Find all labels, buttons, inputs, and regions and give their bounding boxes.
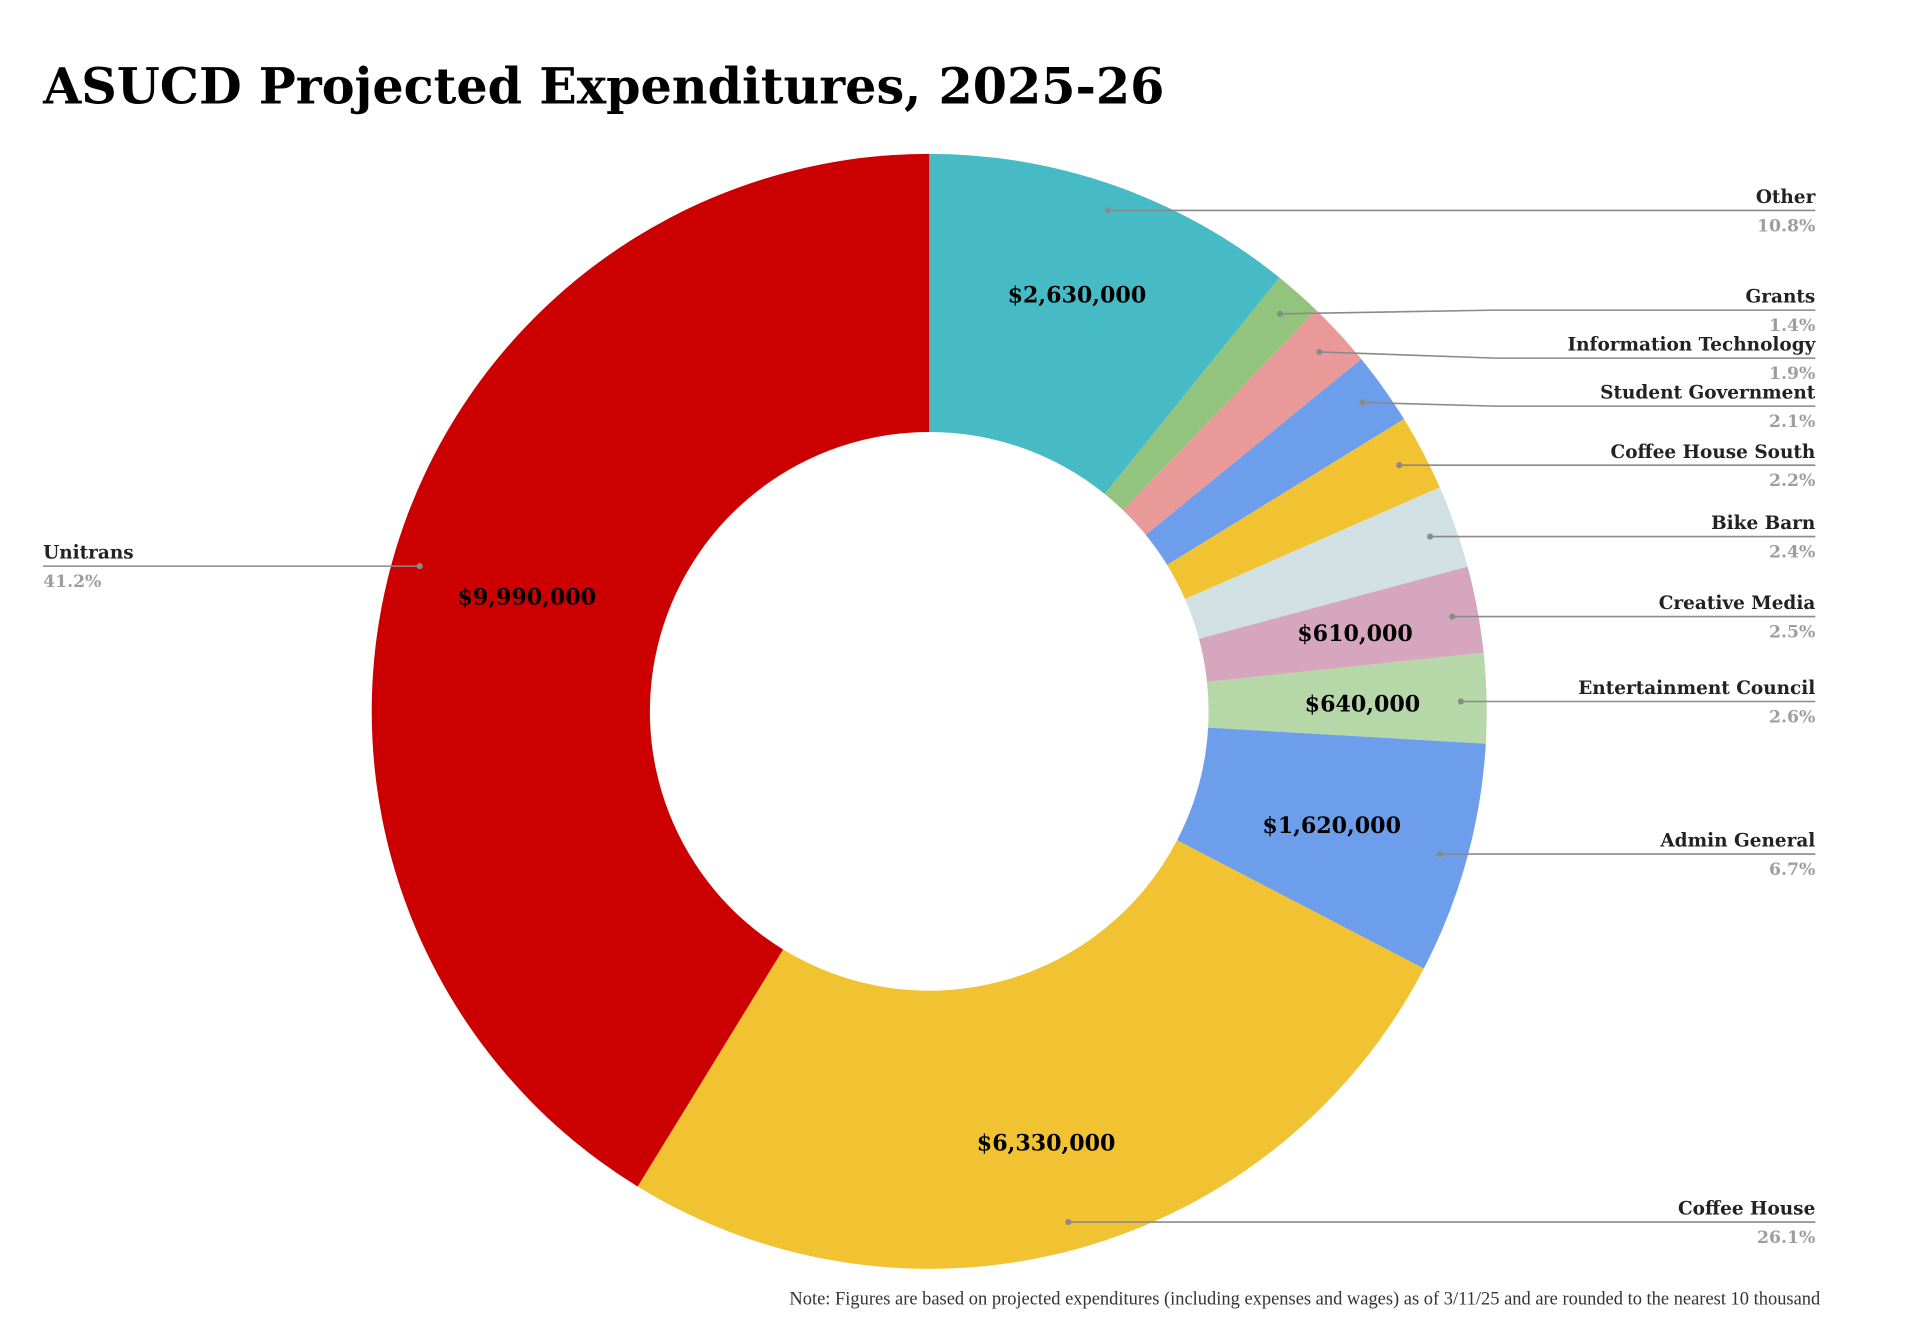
slice-name-label: Grants xyxy=(1746,287,1816,308)
slice-percent-label: 1.9% xyxy=(1769,364,1815,384)
slice-name-label: Unitrans xyxy=(43,543,134,564)
slice-value-label: $2,630,000 xyxy=(1008,283,1147,309)
slice-percent-label: 2.4% xyxy=(1769,543,1815,563)
slice-admin-general xyxy=(1177,727,1486,969)
slice-name-label: Bike Barn xyxy=(1711,513,1815,534)
slice-percent-label: 2.6% xyxy=(1769,707,1815,727)
leader-dot xyxy=(416,563,423,570)
slice-percent-label: 2.5% xyxy=(1769,623,1815,643)
leader-line xyxy=(1319,351,1816,359)
slice-value-label: $9,990,000 xyxy=(457,584,596,610)
slice-name-label: Student Government xyxy=(1600,383,1816,404)
leader-dot xyxy=(1104,207,1111,214)
leader-dot xyxy=(1359,399,1366,406)
slice-name-label: Coffee House xyxy=(1678,1199,1815,1220)
slice-name-label: Creative Media xyxy=(1659,593,1816,614)
leader-dot xyxy=(1457,698,1464,705)
slice-value-label: $1,620,000 xyxy=(1262,813,1401,839)
slice-percent-label: 6.7% xyxy=(1769,860,1815,880)
slice-coffee-house-south xyxy=(1167,419,1440,600)
slice-student-government xyxy=(1145,359,1404,565)
leader-line xyxy=(1362,401,1816,407)
slice-percent-label: 26.1% xyxy=(1757,1228,1815,1248)
leader-line xyxy=(1279,309,1816,315)
slice-bike-barn xyxy=(1185,487,1468,639)
leader-dot xyxy=(1065,1219,1072,1226)
slice-name-label: Information Technology xyxy=(1567,335,1816,356)
chart-note: Note: Figures are based on projected exp… xyxy=(789,1289,1820,1310)
leader-dot xyxy=(1316,348,1323,356)
slice-entertainment-council xyxy=(1207,652,1487,744)
slice-name-label: Entertainment Council xyxy=(1578,678,1815,699)
slice-name-label: Admin General xyxy=(1659,831,1815,852)
slice-name-label: Coffee House South xyxy=(1611,442,1816,463)
slice-unitrans xyxy=(371,153,930,1187)
slice-name-label: Other xyxy=(1756,187,1816,208)
chart-title: ASUCD Projected Expenditures, 2025-26 xyxy=(42,57,1164,115)
slice-coffee-house xyxy=(637,840,1424,1269)
leader-dot xyxy=(1396,462,1403,469)
slice-value-label: $640,000 xyxy=(1305,691,1421,717)
slice-grants xyxy=(1104,277,1317,511)
slice-percent-label: 10.8% xyxy=(1757,216,1815,236)
slice-percent-label: 2.2% xyxy=(1769,471,1815,491)
leader-dot xyxy=(1436,851,1444,858)
slice-percent-label: 2.1% xyxy=(1769,412,1815,432)
slice-percent-label: 1.4% xyxy=(1769,316,1815,336)
leader-dot xyxy=(1276,310,1284,317)
slice-value-label: $610,000 xyxy=(1297,621,1413,647)
slice-creative-media xyxy=(1199,566,1484,682)
slice-information-technology xyxy=(1123,310,1362,535)
leader-dot xyxy=(1449,613,1456,620)
slice-percent-label: 41.2% xyxy=(43,572,101,592)
slice-value-label: $6,330,000 xyxy=(977,1131,1116,1157)
slice-other xyxy=(929,153,1280,494)
leader-dot xyxy=(1427,533,1434,540)
